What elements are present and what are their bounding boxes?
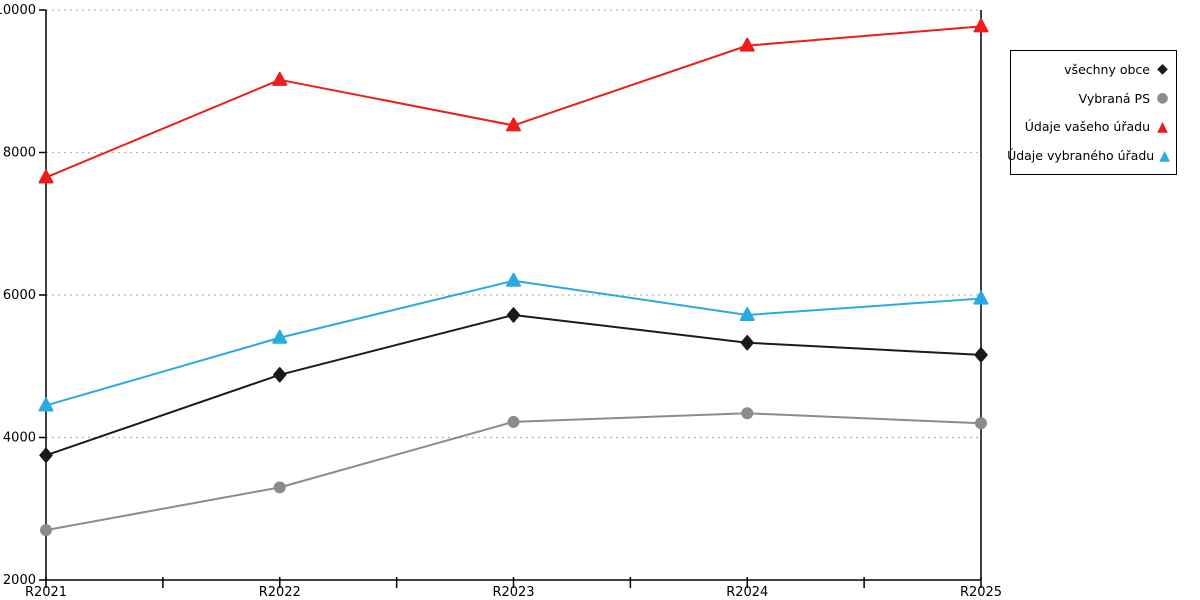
- legend-item-vsechny-obce: všechny obce ◆: [1015, 55, 1170, 84]
- series-line: [45, 412, 982, 532]
- legend: všechny obce ◆ Vybraná PS ● Údaje vašeho…: [1007, 50, 1177, 175]
- y-tick-label: 4000: [3, 431, 36, 446]
- data-point-diamond: [506, 307, 521, 323]
- triangle-marker-icon: ▲: [1157, 118, 1168, 135]
- x-tick-label: R2022: [259, 585, 301, 600]
- legend-label: všechny obce: [1064, 61, 1150, 77]
- data-point-diamond: [740, 334, 754, 351]
- data-point-triangle: [739, 306, 755, 321]
- legend-item-vybrana-ps: Vybraná PS ●: [1015, 84, 1170, 113]
- legend-label: Údaje vybraného úřadu: [1007, 148, 1155, 164]
- data-point-triangle: [38, 169, 54, 184]
- data-point-diamond: [273, 367, 287, 383]
- triangle-marker-icon: ▲: [1159, 147, 1170, 164]
- y-tick-label: 8000: [3, 146, 36, 161]
- series-line: [45, 25, 982, 179]
- data-point-triangle: [506, 117, 521, 132]
- data-point-circle: [741, 407, 754, 420]
- data-point-triangle: [973, 18, 989, 33]
- data-point-triangle: [272, 71, 288, 86]
- x-tick-label: R2024: [726, 585, 768, 600]
- data-point-triangle: [38, 397, 54, 412]
- circle-marker-icon: ●: [1156, 90, 1169, 107]
- data-point-diamond: [974, 347, 988, 363]
- data-point-triangle: [272, 329, 288, 344]
- y-tick-label: 2000: [3, 573, 36, 588]
- x-tick-label: R2023: [492, 585, 534, 600]
- diamond-marker-icon: ◆: [1157, 61, 1168, 78]
- data-point-triangle: [973, 290, 989, 305]
- x-tick-label: R2021: [25, 585, 67, 600]
- legend-label: Vybraná PS: [1078, 90, 1150, 106]
- data-point-triangle: [739, 37, 755, 52]
- y-tick-label: 10000: [0, 3, 36, 18]
- legend-item-udaje-vybraneho-uradu: Údaje vybraného úřadu ▲: [1007, 141, 1170, 170]
- series-line: [45, 279, 982, 407]
- data-point-circle: [975, 417, 987, 430]
- data-point-circle: [507, 415, 520, 428]
- data-point-circle: [273, 481, 286, 494]
- legend-item-udaje-vaseho-uradu: Údaje vašeho úřadu ▲: [1015, 113, 1170, 142]
- series-line: [45, 313, 982, 457]
- x-tick-label: R2025: [960, 585, 1002, 600]
- data-point-diamond: [39, 447, 53, 464]
- data-point-triangle: [506, 272, 521, 287]
- legend-label: Údaje vašeho úřadu: [1024, 119, 1150, 135]
- y-tick-label: 6000: [3, 288, 36, 303]
- data-point-circle: [40, 524, 52, 537]
